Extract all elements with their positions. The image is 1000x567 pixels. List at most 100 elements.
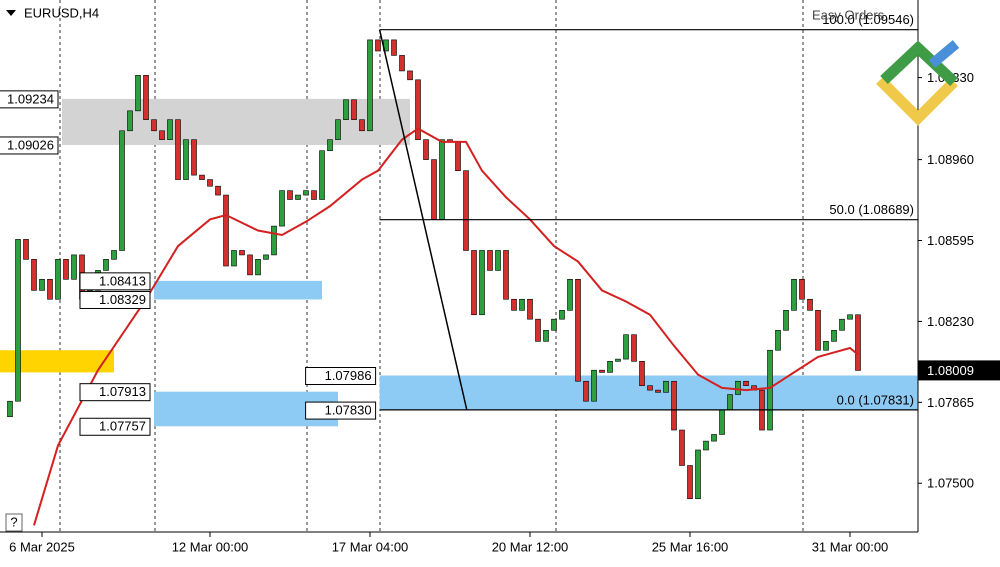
candle-body <box>431 159 437 220</box>
price-tag-box <box>79 383 151 402</box>
candle-body <box>599 369 605 373</box>
candle-body <box>143 75 149 121</box>
candle-body <box>47 278 53 300</box>
candle-body <box>487 250 493 271</box>
candle-body <box>231 250 237 267</box>
candle-body <box>279 190 285 227</box>
candle-body <box>575 278 581 382</box>
candle-body <box>175 119 181 180</box>
candle-body <box>167 119 173 140</box>
x-tick-label: 17 Mar 04:00 <box>332 539 409 554</box>
price-tag-box <box>305 367 377 386</box>
overlay: 100.0 (1.09546) 50.0 (1.08689) 0.0 (1.0783… <box>0 12 918 526</box>
candle-body <box>655 389 661 393</box>
moving-average <box>33 127 859 526</box>
candle-body <box>767 349 773 431</box>
candle-body <box>207 179 213 187</box>
zone <box>62 98 410 145</box>
candle-body <box>687 465 693 500</box>
x-tick-label: 12 Mar 00:00 <box>172 539 249 554</box>
help-icon[interactable]: ? <box>10 514 17 529</box>
candle-body <box>567 278 573 311</box>
candle-body <box>527 298 533 320</box>
candle-body <box>55 259 61 300</box>
y-tick-label: 1.07500 <box>927 476 974 491</box>
candle-body <box>271 225 277 256</box>
price-axis-bg <box>918 0 1000 562</box>
candle-body <box>831 329 837 342</box>
candle-body <box>391 39 397 56</box>
current-price-label: 1.08009 <box>927 363 974 378</box>
candle-body <box>591 369 597 402</box>
candle-body <box>535 318 541 342</box>
candle-body <box>807 298 813 311</box>
candle-body <box>663 380 669 393</box>
menu-arrow[interactable] <box>6 10 16 16</box>
candle-body <box>423 139 429 160</box>
candle-body <box>607 361 613 373</box>
candle-body <box>583 380 589 402</box>
candle-body <box>111 250 117 260</box>
candle-body <box>623 334 629 360</box>
time-axis-bg <box>0 532 1000 562</box>
candle-body <box>7 400 13 418</box>
candle-body <box>255 259 261 276</box>
candle-body <box>783 310 789 331</box>
candle-body <box>335 119 341 140</box>
help-button[interactable] <box>5 513 23 532</box>
candle-body <box>711 434 717 442</box>
candle-body <box>199 174 205 180</box>
candle-body <box>495 250 501 271</box>
fibo-label: 50.0 (1.08689) <box>829 202 914 217</box>
fibo-label: 0.0 (1.07831) <box>837 392 914 407</box>
y-tick-label: 1.08960 <box>927 152 974 167</box>
candle-body <box>815 310 821 351</box>
price-tag-label: 1.07830 <box>325 403 372 418</box>
candle-body <box>799 278 805 300</box>
axes: 1.075001.078651.082301.085951.089601.093… <box>9 70 1000 554</box>
price-tag-box <box>0 136 59 155</box>
candle-body <box>615 358 621 362</box>
price-tag-box <box>79 417 151 436</box>
x-tick-label: 25 Mar 16:00 <box>652 539 729 554</box>
candle-body <box>727 394 733 411</box>
price-tag: 1.07830 <box>305 401 377 420</box>
price-tag: 1.08329 <box>79 290 151 309</box>
candle-body <box>543 329 549 342</box>
candle-body <box>855 314 861 371</box>
candle-body <box>119 130 125 251</box>
price-tag-label: 1.09026 <box>7 137 54 152</box>
candle-body <box>71 254 77 280</box>
candle-body <box>239 250 245 256</box>
price-tag: 1.07986 <box>305 367 377 386</box>
candle-body <box>671 380 677 431</box>
candle-body <box>127 110 133 132</box>
zone <box>379 375 919 411</box>
y-tick-label: 1.07865 <box>927 395 974 410</box>
candle-body <box>511 298 517 311</box>
candle-body <box>23 239 29 260</box>
candle-body <box>183 139 189 180</box>
candle-body <box>319 150 325 200</box>
candle-body <box>559 310 565 320</box>
logo <box>876 40 960 126</box>
candle-body <box>303 190 309 196</box>
price-tag-box <box>79 272 151 291</box>
candle-body <box>463 170 469 251</box>
candle-body <box>63 259 69 280</box>
candle-body <box>439 139 445 220</box>
candle-body <box>847 314 853 320</box>
candle-body <box>479 250 485 316</box>
candle-body <box>695 449 701 500</box>
y-tick-label: 1.08595 <box>927 233 974 248</box>
candle-body <box>359 119 365 132</box>
candle-body <box>263 254 269 260</box>
price-tag-label: 1.07986 <box>325 368 372 383</box>
candle-body <box>791 278 797 311</box>
zone <box>0 350 115 373</box>
candle-body <box>839 318 845 331</box>
candle-body <box>823 341 829 351</box>
candle-body <box>223 194 229 267</box>
price-tag-label: 1.08329 <box>99 292 146 307</box>
